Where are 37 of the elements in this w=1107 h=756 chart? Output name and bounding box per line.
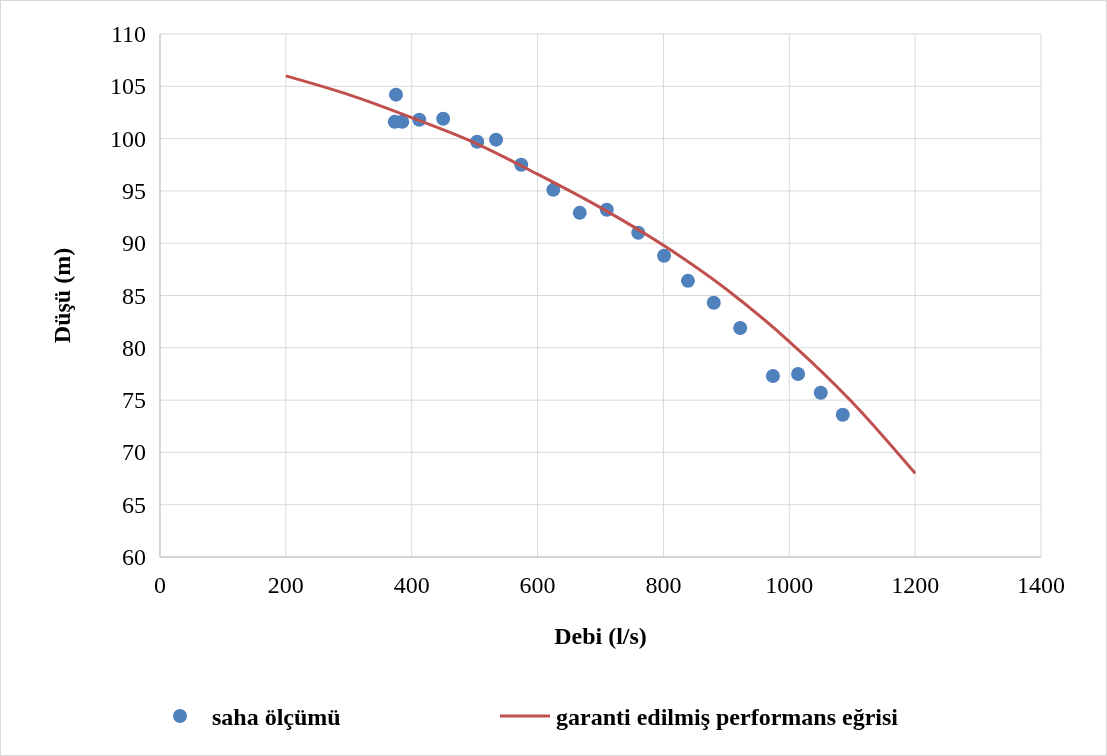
x-tick-label: 200 — [267, 572, 304, 598]
point — [388, 87, 403, 102]
y-tick-label: 80 — [122, 334, 146, 361]
y-tick-label: 75 — [122, 387, 146, 414]
point — [706, 295, 721, 310]
x-tick-label: 1400 — [1017, 572, 1065, 598]
x-tick-label: 1000 — [765, 572, 814, 598]
point — [572, 205, 587, 220]
y-tick-label: 65 — [122, 491, 146, 518]
point — [733, 320, 748, 335]
y-axis-title: Düşü (m) — [49, 247, 75, 344]
point — [813, 385, 828, 400]
y-tick-label: 95 — [122, 177, 146, 204]
y-tick-label: 100 — [110, 125, 146, 152]
x-tick-label: 0 — [154, 572, 166, 598]
x-tick-label: 1200 — [891, 572, 940, 598]
x-tick-label: 400 — [393, 572, 430, 598]
y-tick-label: 90 — [122, 230, 146, 257]
x-tick-label: 600 — [519, 572, 556, 598]
y-tick-label: 110 — [110, 21, 146, 47]
y-tick-label: 70 — [122, 439, 146, 466]
legend-label: garanti edilmiş performans eğrisi — [556, 704, 899, 730]
x-tick-label: 800 — [645, 572, 682, 598]
point — [791, 366, 806, 381]
point — [657, 248, 672, 263]
legend-label: saha ölçümü — [212, 704, 341, 730]
point — [765, 369, 780, 384]
point — [489, 132, 504, 147]
point — [546, 182, 561, 197]
line-series — [284, 74, 917, 475]
y-tick-label: 60 — [122, 544, 146, 570]
y-tick-label: 105 — [110, 73, 146, 100]
point — [835, 407, 850, 422]
point — [436, 111, 451, 126]
point — [680, 273, 695, 288]
x-axis-title: Debi (l/s) — [554, 623, 647, 649]
y-tick-label: 85 — [122, 282, 146, 309]
